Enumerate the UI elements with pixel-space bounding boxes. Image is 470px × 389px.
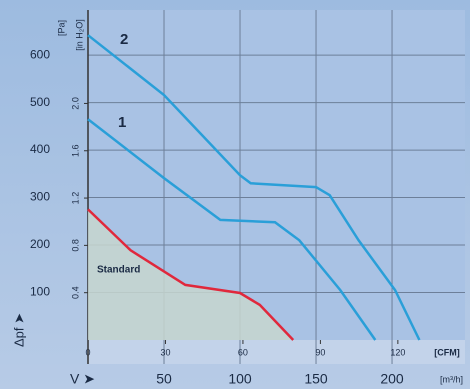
y-axis-label: [Pa] — [56, 20, 66, 36]
x-tick-label: 200 — [380, 371, 404, 387]
x2-tick-label: 60 — [238, 347, 248, 357]
y-tick-label: 600 — [30, 47, 50, 61]
y-tick-label: 400 — [30, 142, 50, 156]
series-label: 1 — [118, 114, 126, 131]
y-tick-label: 200 — [30, 237, 50, 251]
y-symbol: Δpf ➤ — [11, 313, 26, 347]
y2-tick-label: 0.8 — [70, 239, 80, 252]
series-label: 2 — [120, 31, 128, 48]
y2-axis-label: [in H₂O] — [74, 19, 84, 51]
x-symbol: V ➤ — [70, 371, 95, 387]
x-tick-label: 150 — [304, 371, 328, 387]
x2-tick-label: 120 — [390, 347, 405, 357]
line — [87, 118, 377, 341]
line — [87, 208, 295, 341]
x2-tick-label: 30 — [160, 347, 170, 357]
y2-tick-label: 2.0 — [70, 97, 80, 110]
cfm-band — [88, 340, 465, 364]
y2-tick-label: 1.6 — [70, 144, 80, 157]
x-tick-label: 100 — [228, 371, 252, 387]
area — [88, 209, 294, 340]
y-tick-label: 500 — [30, 95, 50, 109]
x2-tick-label: 90 — [315, 347, 325, 357]
y2-tick-label: 1.2 — [70, 192, 80, 205]
x-tick-label: 50 — [156, 371, 172, 387]
line — [87, 34, 421, 341]
x-axis-label: [m³/h] — [440, 374, 463, 384]
y-tick-label: 100 — [30, 285, 50, 299]
y2-tick-label: 0.4 — [70, 286, 80, 299]
series-label: Standard — [97, 265, 140, 276]
x2-axis-label: [CFM] — [434, 347, 460, 357]
y-tick-label: 300 — [30, 190, 50, 204]
